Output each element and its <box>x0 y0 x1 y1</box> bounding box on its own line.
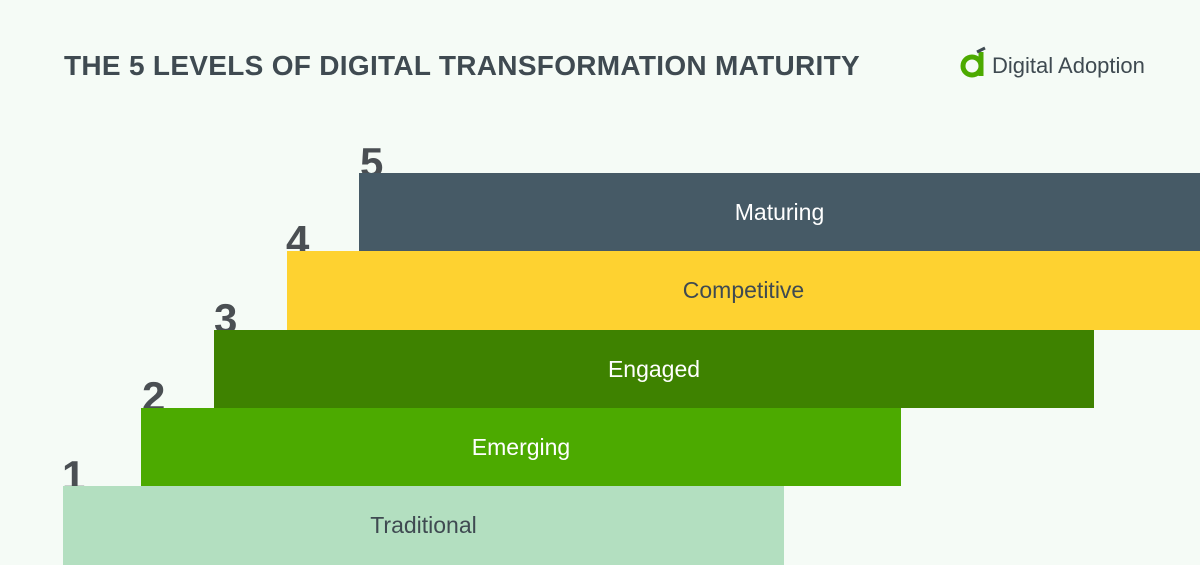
level-5-bar: Maturing <box>359 173 1200 251</box>
page-title: THE 5 LEVELS OF DIGITAL TRANSFORMATION M… <box>64 50 861 81</box>
brand-logo: Digital Adoption <box>960 46 1145 80</box>
level-2-number: 2 <box>142 373 166 420</box>
level-3-bar: Engaged <box>214 330 1094 408</box>
level-3-label: Engaged <box>607 355 701 382</box>
level-1-bar: Traditional <box>63 486 784 565</box>
digital-adoption-logo-icon <box>960 46 986 78</box>
level-5-label: Maturing <box>734 198 825 225</box>
level-3-number: 3 <box>214 295 238 342</box>
level-1-label: Traditional <box>370 512 477 538</box>
brand-name: Digital Adoption <box>992 53 1145 78</box>
level-4-label: Competitive <box>682 277 805 303</box>
level-2-label: Emerging <box>471 433 571 460</box>
level-2-bar: Emerging <box>141 408 901 486</box>
level-4-bar: Competitive <box>287 251 1200 330</box>
